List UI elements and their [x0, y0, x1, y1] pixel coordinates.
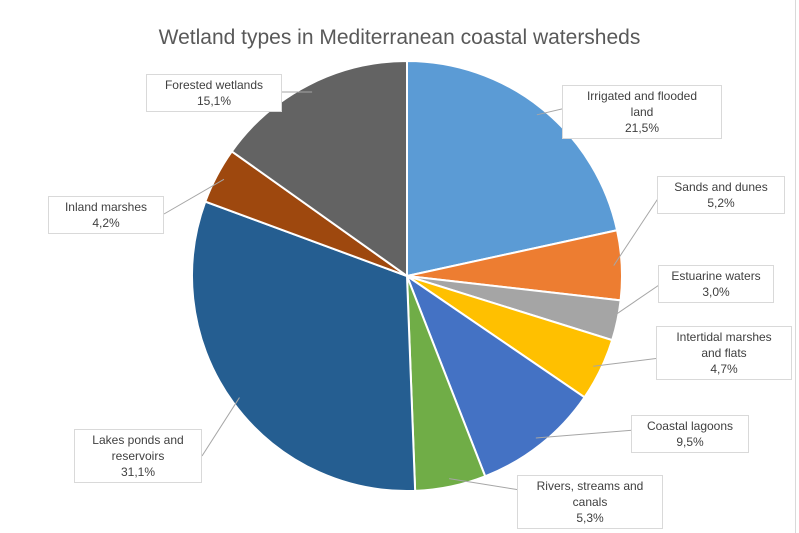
leader-line [536, 107, 567, 116]
data-label-value: 4,7% [710, 362, 738, 376]
data-label-name: Rivers, streams and canals [536, 479, 644, 509]
data-label-name: Inland marshes [64, 200, 148, 214]
leader-line [609, 282, 663, 320]
data-label: Estuarine waters 3,0% [658, 265, 774, 303]
leader-line [535, 429, 636, 439]
data-label-name: Lakes ponds and reservoirs [92, 433, 184, 463]
data-label-value: 31,1% [120, 465, 156, 479]
chart-title: Wetland types in Mediterranean coastal w… [158, 26, 641, 49]
data-label: Rivers, streams and canals 5,3% [517, 475, 663, 529]
frame-edge [795, 0, 796, 533]
data-label-name: Forested wetlands [164, 78, 264, 92]
data-label-value: 15,1% [196, 94, 232, 108]
data-label-value: 5,3% [576, 511, 604, 525]
pie-slice [230, 59, 408, 278]
data-label-value: 3,0% [702, 285, 730, 299]
data-label: Irrigated and flooded land 21,5% [562, 85, 722, 139]
pie-slice [406, 59, 619, 278]
data-label-value: 9,5% [676, 435, 704, 449]
data-label: Sands and dunes 5,2% [657, 176, 785, 214]
data-label: Lakes ponds and reservoirs 31,1% [74, 429, 202, 483]
data-label: Coastal lagoons 9,5% [631, 415, 749, 453]
data-label: Intertidal marshes and flats 4,7% [656, 326, 792, 380]
data-label-value: 5,2% [707, 196, 735, 210]
leader-line [163, 178, 225, 215]
pie-slice [191, 200, 417, 492]
pie-slice [404, 273, 586, 478]
data-label-name: Sands and dunes [674, 180, 768, 194]
leader-line [593, 357, 661, 367]
leader-line [201, 397, 240, 457]
data-label-value: 4,2% [92, 216, 120, 230]
data-label: Forested wetlands 15,1% [146, 74, 282, 112]
leader-line [449, 478, 521, 491]
data-label-name: Estuarine waters [671, 269, 761, 283]
data-label-name: Intertidal marshes and flats [676, 330, 772, 360]
data-label-name: Coastal lagoons [646, 419, 734, 433]
data-label-value: 21,5% [624, 121, 660, 135]
leader-line [613, 193, 662, 266]
data-label: Inland marshes 4,2% [48, 196, 164, 234]
data-label-name: Irrigated and flooded land [586, 89, 698, 119]
